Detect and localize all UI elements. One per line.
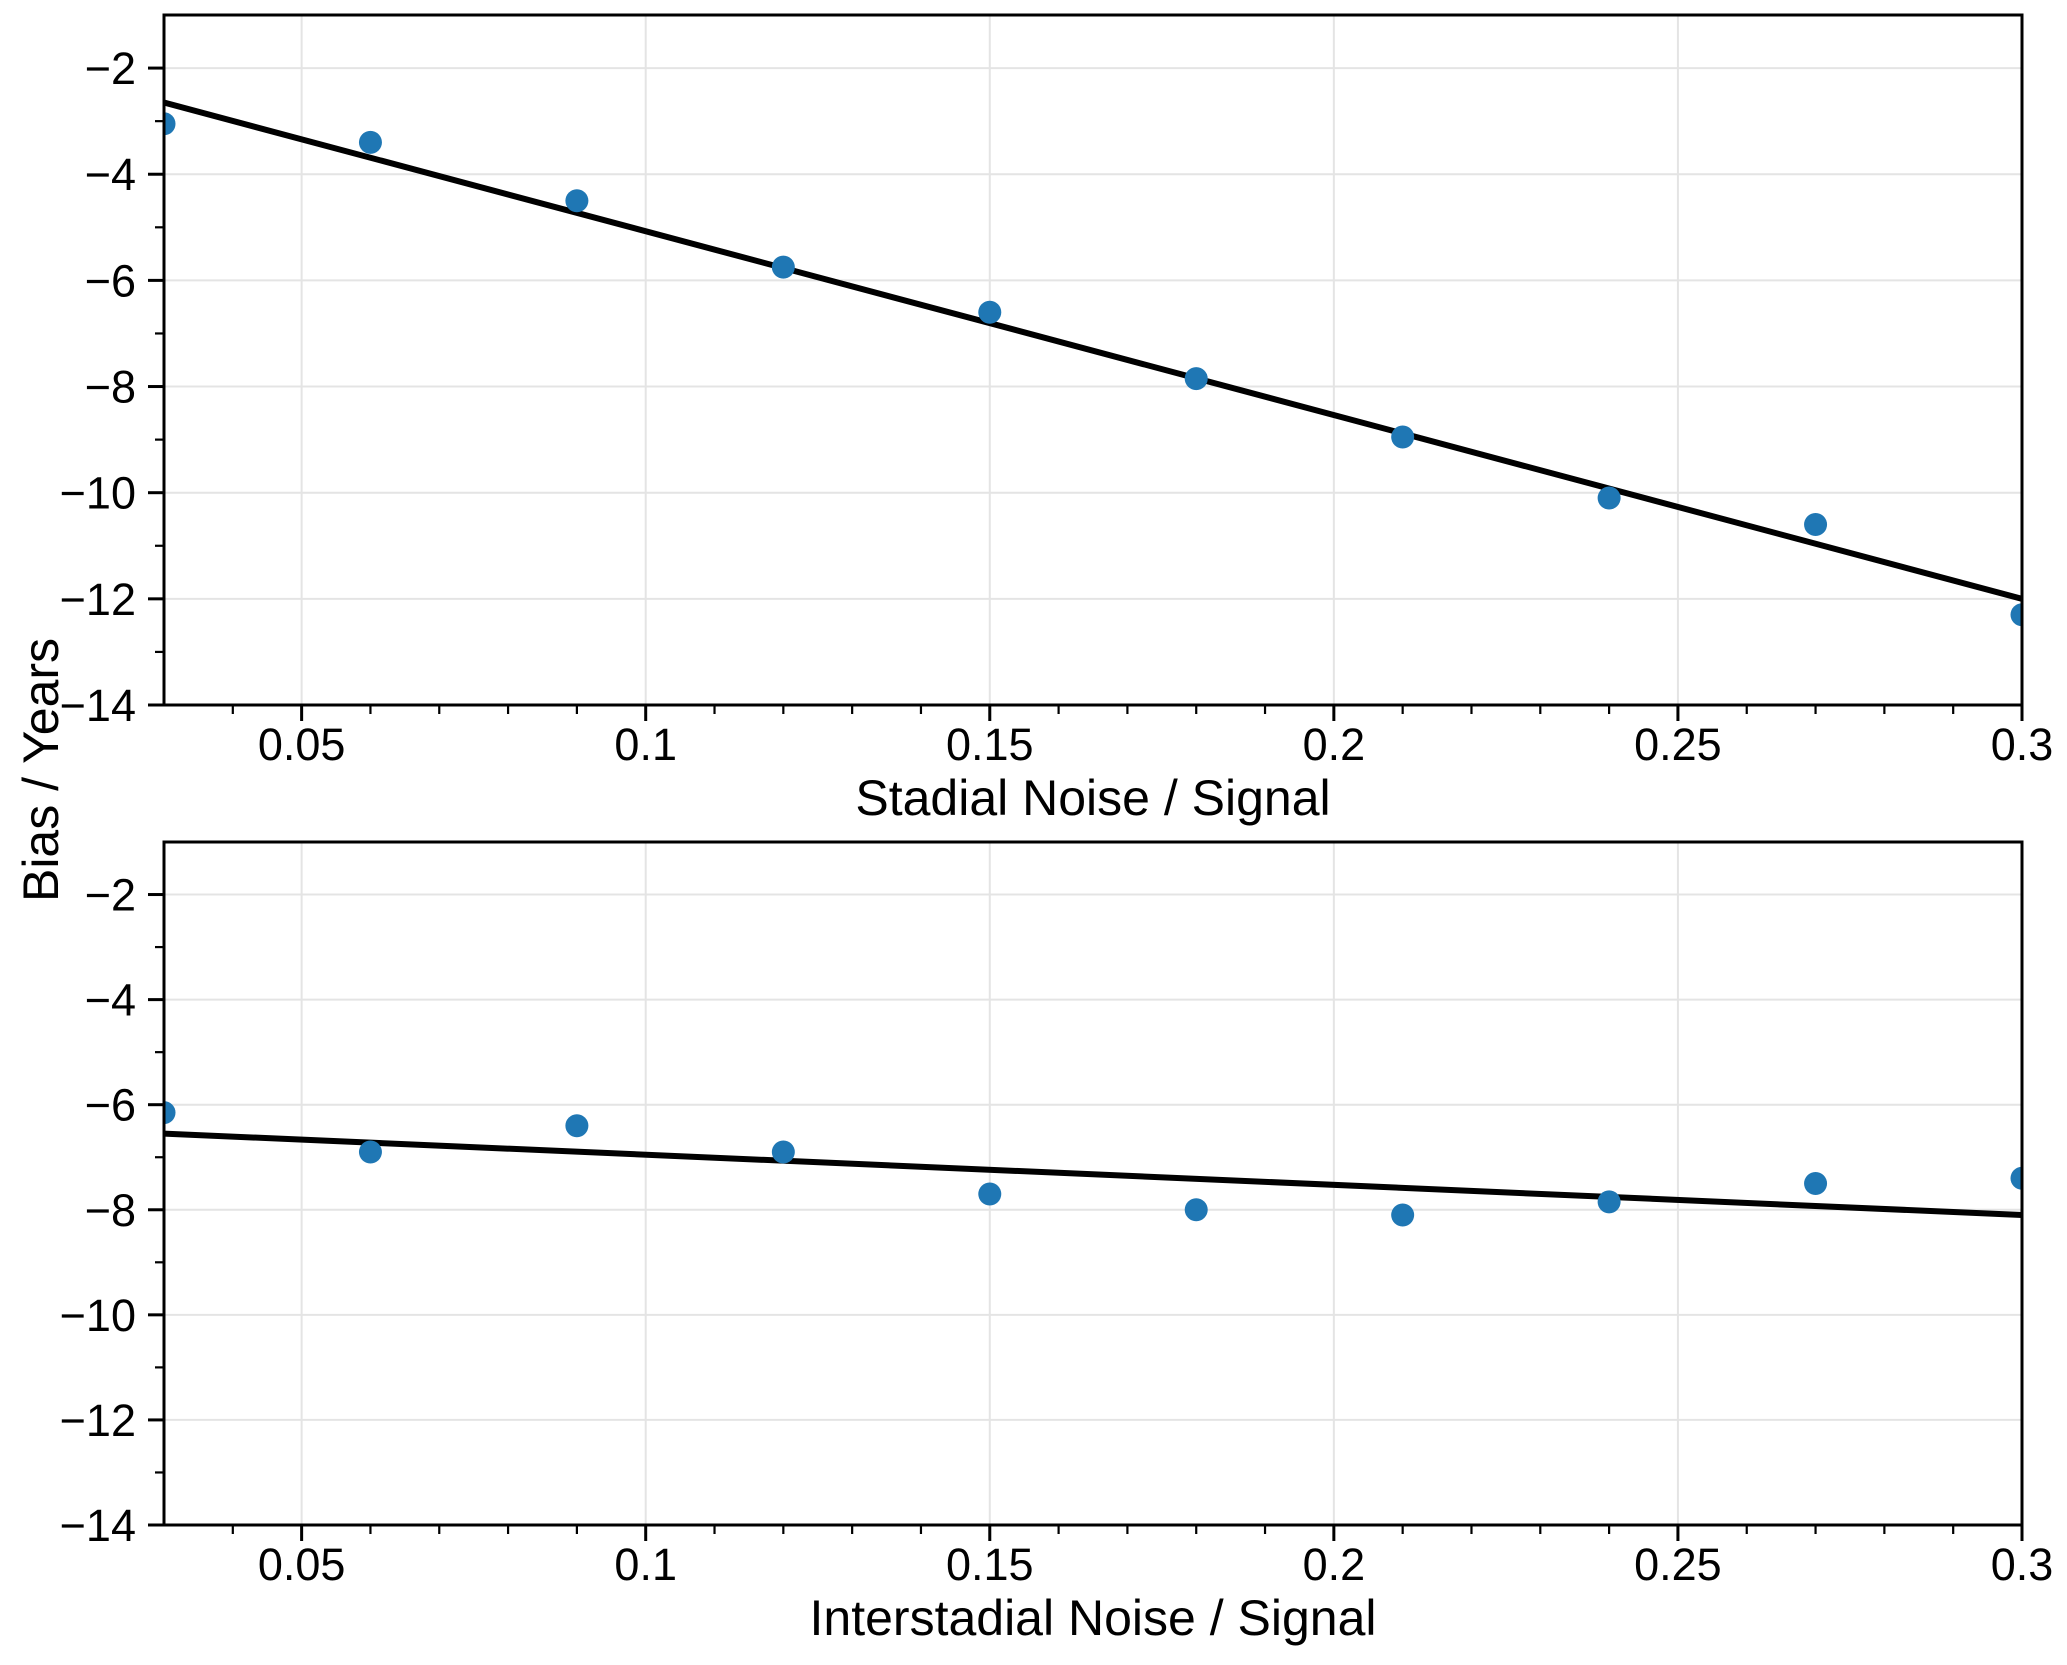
data-point (358, 1140, 382, 1164)
y-tick-label: −6 (85, 255, 136, 306)
data-point (771, 1140, 795, 1164)
data-point (565, 1114, 589, 1138)
plot-frame (162, 840, 2024, 1527)
data-point (2010, 1166, 2022, 1190)
data-point (1391, 1203, 1415, 1227)
y-tick-label: −6 (85, 1080, 136, 1131)
x-axis-label-interstadial: Interstadial Noise / Signal (810, 1590, 1377, 1646)
plot-background (164, 15, 2022, 705)
panel-interstadial: 0.05 0.1 0.15 0.2 0.25 0.3 −2 −4 −6 −8 −10 −12 −14 In… (60, 840, 2054, 1646)
x-tick-label: 0.3 (1991, 719, 2054, 770)
x-tick-label: 0.2 (1303, 719, 1366, 770)
x-tick-label: 0.15 (946, 719, 1034, 770)
x-tick-label: 0.15 (946, 1539, 1034, 1590)
y-tick-label: −4 (85, 975, 136, 1026)
fit-line-interstadial (164, 1130, 2022, 1219)
y-tick-label: −10 (60, 1290, 136, 1341)
x-tick-label: 0.25 (1634, 719, 1722, 770)
x-tick-label: 0.05 (258, 719, 346, 770)
x-tick-label: 0.05 (258, 1539, 346, 1590)
data-point (1597, 486, 1621, 510)
data-point (164, 112, 176, 136)
y-tick-label: −8 (85, 1185, 136, 1236)
data-point (358, 130, 382, 154)
y-tick-label: −12 (60, 574, 136, 625)
data-point (1804, 1172, 1828, 1195)
data-point (164, 1101, 176, 1125)
y-tick-label: −4 (85, 149, 136, 200)
fit-line-stadial (164, 99, 2022, 602)
data-point (1391, 425, 1415, 449)
x-axis-label-stadial: Stadial Noise / Signal (855, 770, 1330, 826)
y-tick-label: −12 (60, 1395, 136, 1446)
x-tick-label: 0.1 (614, 719, 677, 770)
y-tick-label: −14 (60, 1500, 136, 1551)
data-point (978, 300, 1002, 324)
data-point (1184, 367, 1208, 391)
data-point (565, 189, 589, 213)
data-point (978, 1182, 1002, 1206)
data-point (1804, 513, 1828, 537)
x-tick-label: 0.25 (1634, 1539, 1722, 1590)
y-tick-label: −8 (85, 362, 136, 413)
plot-frame (162, 13, 2024, 707)
y-tick-label: −10 (60, 468, 136, 519)
data-layer (164, 99, 2022, 627)
y-tick-label: −2 (85, 43, 136, 94)
data-point (1184, 1198, 1208, 1222)
data-layer (164, 1101, 2022, 1227)
plot-background (164, 842, 2022, 1525)
y-tick-label: −14 (60, 680, 136, 731)
x-tick-label: 0.1 (614, 1539, 677, 1590)
data-point (771, 255, 795, 279)
y-tick-label: −2 (85, 870, 136, 921)
panel-stadial: 0.05 0.1 0.15 0.2 0.25 0.3 −2 −4 −6 −8 −10 −12 −14 St… (60, 13, 2054, 826)
data-point (1597, 1190, 1621, 1214)
y-axis-label: Bias / Years (13, 638, 69, 902)
data-point (2010, 603, 2022, 627)
x-tick-label: 0.3 (1991, 1539, 2054, 1590)
x-tick-label: 0.2 (1303, 1539, 1366, 1590)
